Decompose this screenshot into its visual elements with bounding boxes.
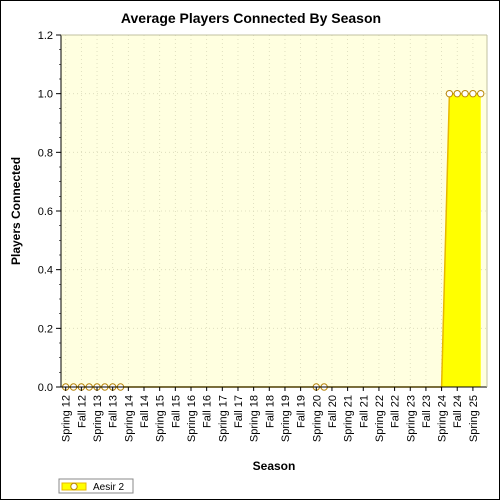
x-tick-label: Fall 18	[264, 395, 276, 428]
x-tick-label: Spring 14	[123, 395, 135, 442]
y-tick-label: 1.0	[38, 89, 53, 101]
x-tick-label: Fall 22	[390, 395, 402, 428]
x-tick-label: Spring 24	[437, 395, 449, 442]
x-tick-label: Spring 16	[186, 395, 198, 442]
y-tick-labels: 0.0 0.2 0.4 0.6 0.8 1.0 1.2	[38, 30, 53, 394]
data-point	[445, 89, 454, 98]
x-tick-label: Spring 25	[468, 395, 480, 442]
y-tick-label: 0.6	[38, 206, 53, 218]
y-tick-label: 0.8	[38, 147, 53, 159]
y-tick-label: 0.2	[38, 323, 53, 335]
x-tick-label: Fall 13	[108, 395, 120, 428]
legend-label: Aesir 2	[93, 482, 125, 493]
x-tick-label: Spring 19	[280, 395, 292, 442]
chart-title: Average Players Connected By Season	[121, 10, 381, 26]
x-tick-label: Fall 12	[76, 395, 88, 428]
x-tick-label: Spring 17	[217, 395, 229, 442]
x-tick-label: Fall 16	[202, 395, 214, 428]
x-tick-label: Fall 15	[170, 395, 182, 428]
data-point	[477, 89, 485, 98]
legend-marker	[70, 482, 78, 491]
x-tick-label: Spring 18	[249, 395, 261, 442]
x-tick-label: Fall 19	[296, 395, 308, 428]
x-tick-label: Spring 22	[374, 395, 386, 442]
x-tick-label: Fall 23	[421, 395, 433, 428]
y-axis-label: Players Connected	[9, 157, 23, 265]
x-axis-label: Season	[253, 459, 296, 473]
y-tick-label: 0.4	[38, 265, 53, 277]
y-tick-label: 0.0	[38, 382, 53, 394]
x-tick-label: Spring 15	[155, 395, 167, 442]
x-tick-label: Fall 24	[452, 395, 464, 428]
x-tick-label: Fall 20	[327, 395, 339, 428]
x-tick-label: Fall 14	[139, 395, 151, 428]
data-point	[469, 89, 477, 98]
x-tick-label: Spring 23	[405, 395, 417, 442]
data-point	[453, 89, 461, 98]
x-tick-label: Spring 20	[311, 395, 323, 442]
x-tick-label: Spring 21	[343, 395, 355, 442]
x-tick-label: Fall 17	[233, 395, 245, 428]
y-tick-label: 1.2	[38, 30, 53, 42]
x-tick-label: Spring 13	[92, 395, 104, 442]
legend: Aesir 2	[58, 478, 134, 494]
x-tick-label: Fall 21	[358, 395, 370, 428]
x-tick-label: Spring 12	[61, 395, 73, 442]
axes	[56, 34, 488, 391]
data-point	[461, 89, 469, 98]
x-tick-labels: Spring 12 Fall 12 Spring 13 Fall 13 Spring 1…	[61, 395, 480, 442]
